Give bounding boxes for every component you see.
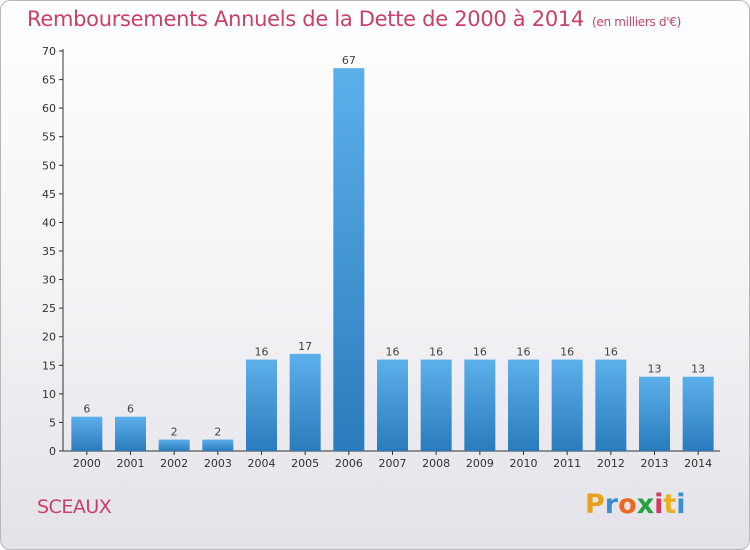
x-tick-label-2014: 2014 (684, 457, 712, 470)
data-label-2013: 13 (648, 363, 662, 376)
x-tick-label-2007: 2007 (379, 457, 407, 470)
data-label-2014: 13 (691, 363, 705, 376)
bar-2010 (508, 359, 539, 451)
x-tick-label-2004: 2004 (248, 457, 276, 470)
bar-2013 (639, 376, 670, 451)
data-label-2003: 2 (214, 426, 221, 439)
chart-title: Remboursements Annuels de la Dette de 20… (27, 7, 681, 31)
x-tick-label-2013: 2013 (641, 457, 669, 470)
data-label-2011: 16 (560, 346, 574, 359)
bar-2014 (682, 376, 714, 451)
bar-2003 (202, 439, 234, 451)
y-tick-label: 60 (42, 102, 56, 115)
x-tick-label-2002: 2002 (160, 457, 188, 470)
bar-2002 (158, 439, 190, 451)
x-tick-label-2005: 2005 (291, 457, 319, 470)
logo-letter: i (676, 489, 686, 520)
bar-2006 (333, 68, 365, 452)
logo-letter: i (654, 489, 664, 520)
data-label-2009: 16 (473, 346, 487, 359)
y-tick-label: 50 (42, 159, 56, 172)
bar-2012 (595, 359, 627, 451)
data-label-2010: 16 (517, 346, 531, 359)
bar-2011 (551, 359, 583, 451)
x-tick-label-2000: 2000 (73, 457, 101, 470)
y-tick-label: 15 (42, 359, 56, 372)
data-label-2007: 16 (386, 346, 400, 359)
data-label-2012: 16 (604, 346, 618, 359)
data-label-2006: 67 (342, 54, 356, 67)
y-tick-label: 35 (42, 245, 56, 258)
y-tick-label: 25 (42, 302, 56, 315)
chart-title-text: Remboursements Annuels de la Dette de 20… (27, 7, 584, 31)
logo-letter: P (585, 489, 605, 520)
data-label-2005: 17 (298, 340, 312, 353)
x-tick-label-2001: 2001 (117, 457, 145, 470)
bar-2000 (71, 416, 103, 451)
logo-letter: x (636, 489, 655, 520)
bar-2009 (464, 359, 496, 451)
logo-letter: o (618, 489, 637, 520)
y-tick-label: 55 (42, 131, 56, 144)
bar-2004 (246, 359, 277, 451)
x-tick-label-2012: 2012 (597, 457, 625, 470)
data-label-2000: 6 (83, 403, 90, 416)
x-tick-label-2009: 2009 (466, 457, 494, 470)
x-tick-label-2008: 2008 (422, 457, 450, 470)
commune-name: SCEAUX (37, 496, 112, 518)
bar-2008 (420, 359, 452, 451)
bar-2001 (115, 416, 146, 451)
chart-bars (71, 68, 714, 452)
data-label-2004: 16 (255, 346, 269, 359)
y-tick-label: 65 (42, 74, 56, 87)
data-label-2002: 2 (171, 426, 178, 439)
data-label-2008: 16 (429, 346, 443, 359)
chart-subtitle: (en milliers d'€) (592, 15, 682, 29)
y-tick-label: 70 (42, 45, 56, 58)
x-tick-label-2011: 2011 (553, 457, 581, 470)
bar-2005 (289, 353, 321, 451)
y-tick-label: 5 (49, 416, 56, 429)
y-tick-label: 45 (42, 188, 56, 201)
bar-2007 (377, 359, 408, 451)
x-tick-label-2003: 2003 (204, 457, 232, 470)
y-tick-label: 20 (42, 331, 56, 344)
logo-letter: r (604, 489, 619, 520)
y-tick-label: 40 (42, 216, 56, 229)
y-tick-label: 30 (42, 274, 56, 287)
x-tick-label-2006: 2006 (335, 457, 363, 470)
data-label-2001: 6 (127, 403, 134, 416)
proxiti-logo[interactable]: Proxiti (585, 489, 686, 520)
x-tick-label-2010: 2010 (510, 457, 538, 470)
logo-letter: t (663, 489, 677, 520)
chart-labels: 6 2000 6 2001 2 2002 2 2003 16 2004 17 2005 67 2006 16… (73, 54, 712, 470)
y-tick-label: 0 (49, 445, 56, 458)
chart-axes: 0 5 10 15 20 25 30 35 40 45 50 55 60 65 70 (42, 45, 720, 458)
y-tick-label: 10 (42, 388, 56, 401)
